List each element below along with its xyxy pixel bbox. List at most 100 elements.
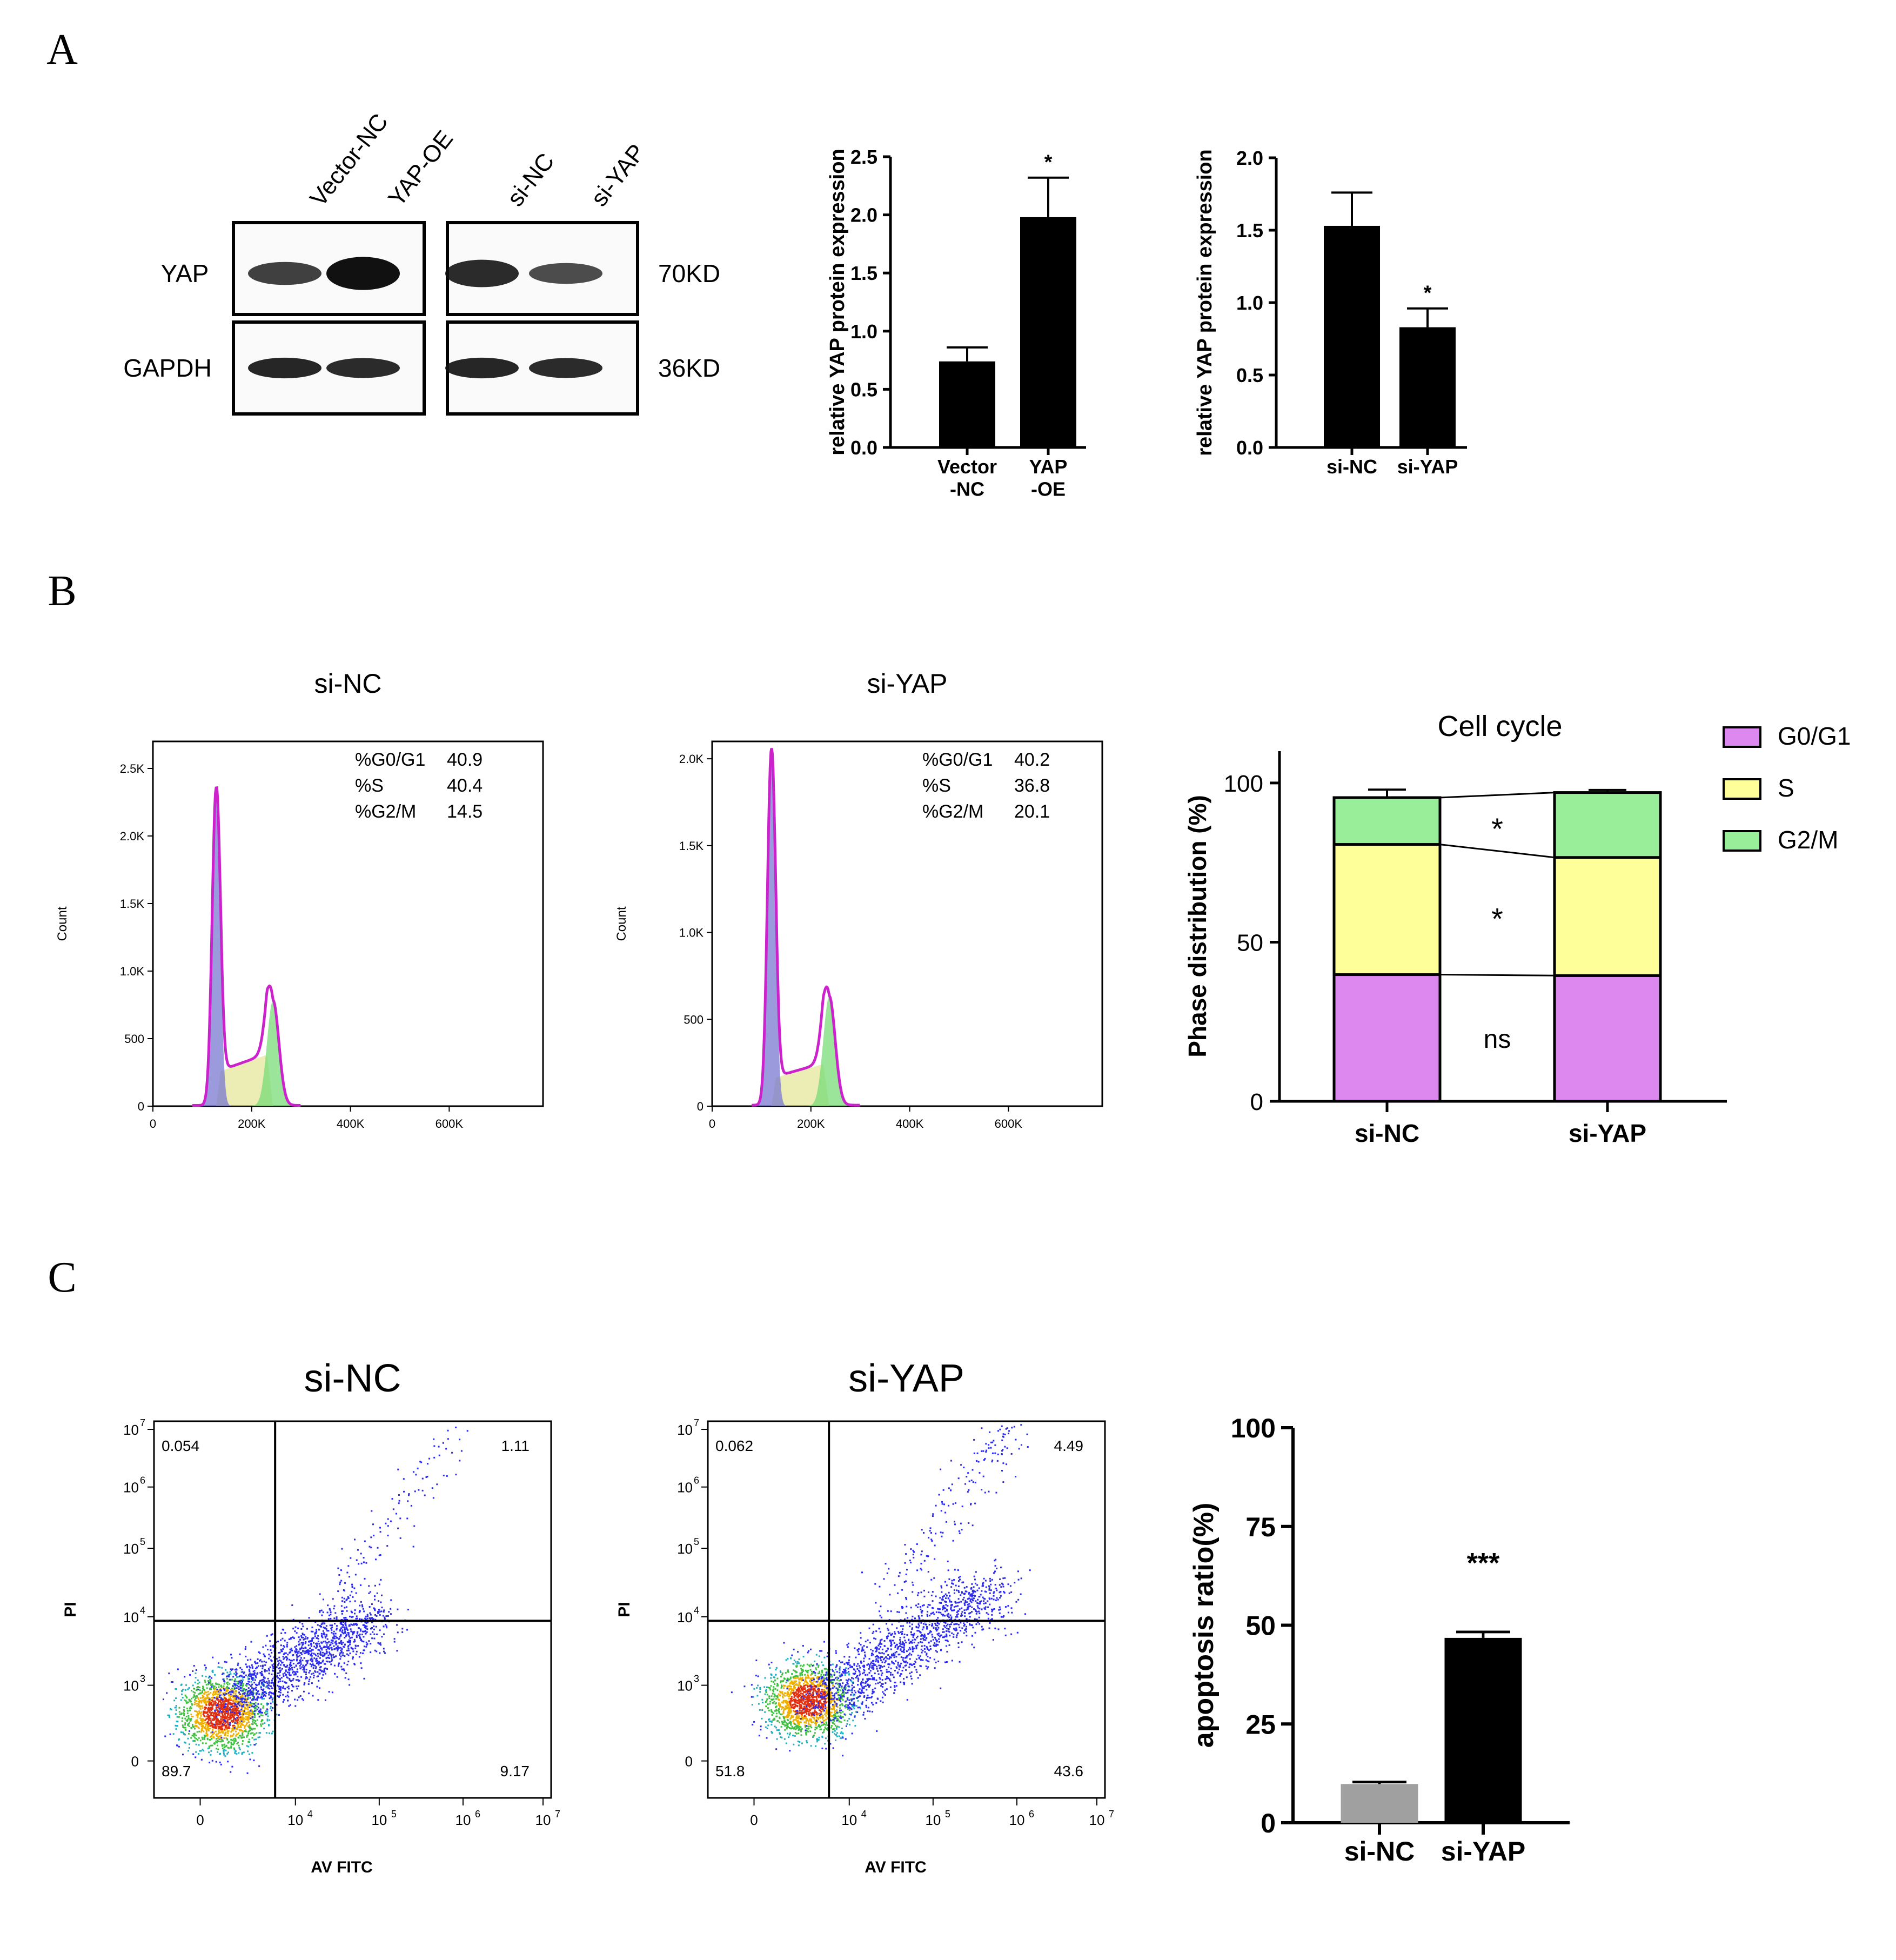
event-dot [262, 1684, 264, 1686]
event-dot [240, 1682, 243, 1684]
event-dot [249, 1694, 251, 1696]
event-dot [310, 1676, 312, 1678]
event-dot [365, 1641, 367, 1643]
event-dot [356, 1633, 358, 1635]
event-dot [277, 1695, 279, 1697]
event-dot [303, 1690, 305, 1693]
event-dot [800, 1729, 802, 1731]
event-dot [340, 1640, 343, 1642]
event-dot [326, 1644, 328, 1646]
event-dot [224, 1732, 226, 1735]
event-dot [256, 1691, 258, 1694]
event-dot [327, 1647, 329, 1649]
event-dot [253, 1705, 256, 1708]
event-dot [184, 1722, 186, 1724]
event-dot [223, 1716, 225, 1718]
event-dot [212, 1684, 214, 1687]
event-dot [218, 1738, 220, 1740]
event-dot [302, 1698, 304, 1700]
event-dot [793, 1728, 795, 1730]
event-dot [226, 1730, 229, 1732]
event-dot [820, 1728, 822, 1730]
event-dot [255, 1723, 257, 1725]
event-dot [279, 1694, 282, 1696]
event-dot [210, 1707, 212, 1709]
event-dot [359, 1610, 361, 1612]
event-dot [829, 1669, 831, 1671]
event-dot [175, 1728, 177, 1730]
event-dot [225, 1744, 227, 1747]
event-dot [182, 1689, 184, 1691]
event-dot [243, 1705, 245, 1708]
event-dot [245, 1730, 247, 1732]
event-dot [834, 1712, 836, 1714]
event-dot [218, 1736, 220, 1738]
event-dot [236, 1743, 238, 1745]
y-tick-label: 0 [138, 1100, 144, 1113]
event-dot [360, 1618, 363, 1621]
event-dot [235, 1738, 237, 1741]
event-dot [797, 1696, 799, 1698]
event-dot [354, 1600, 356, 1602]
event-dot [821, 1747, 823, 1749]
event-dot [795, 1665, 798, 1667]
event-dot [189, 1707, 191, 1709]
event-dot [825, 1712, 827, 1714]
event-dot [793, 1685, 795, 1687]
event-dot [231, 1669, 233, 1671]
event-dot [376, 1592, 378, 1594]
event-dot [211, 1760, 213, 1762]
x-tick-label: 0 [196, 1812, 204, 1828]
event-dot [399, 1517, 401, 1520]
event-dot [283, 1645, 285, 1647]
significance-mark: ns [1484, 1025, 1511, 1054]
event-dot [193, 1701, 196, 1703]
event-dot [260, 1721, 263, 1723]
event-dot [234, 1678, 236, 1680]
event-dot [211, 1725, 213, 1727]
event-dot [196, 1719, 198, 1721]
event-dot [851, 1712, 853, 1714]
event-dot [830, 1701, 833, 1703]
event-dot [277, 1684, 279, 1687]
event-dot [240, 1730, 242, 1732]
event-dot [220, 1738, 222, 1740]
event-dot [802, 1716, 804, 1718]
event-dot [267, 1715, 269, 1717]
event-dot [247, 1698, 249, 1700]
event-dot [370, 1547, 372, 1549]
event-dot [782, 1712, 785, 1714]
blot-band [326, 358, 400, 378]
event-dot [237, 1732, 239, 1734]
event-dot [807, 1675, 809, 1677]
event-dot [320, 1633, 323, 1635]
event-dot [226, 1721, 229, 1723]
event-dot [252, 1718, 254, 1721]
event-dot [319, 1645, 321, 1648]
event-dot [337, 1567, 339, 1569]
event-dot [822, 1701, 825, 1703]
event-dot [374, 1649, 376, 1651]
event-dot [371, 1603, 373, 1606]
event-dot [773, 1701, 775, 1703]
event-dot [283, 1653, 285, 1655]
event-dot [279, 1674, 281, 1676]
event-dot [216, 1709, 218, 1711]
bar [1341, 1784, 1418, 1823]
event-dot [214, 1703, 216, 1705]
event-dot [202, 1729, 204, 1731]
event-dot [231, 1716, 233, 1718]
event-dot [358, 1563, 360, 1565]
event-dot [775, 1698, 777, 1700]
event-dot [323, 1669, 325, 1671]
x-tick-label: 200K [797, 1117, 825, 1130]
event-dot [222, 1731, 224, 1733]
event-dot [178, 1745, 180, 1748]
event-dot [360, 1639, 362, 1641]
event-dot [819, 1689, 821, 1691]
event-dot [393, 1641, 396, 1643]
event-dot [816, 1714, 818, 1716]
event-dot [260, 1714, 262, 1716]
event-dot [773, 1717, 775, 1720]
event-dot [386, 1545, 388, 1547]
